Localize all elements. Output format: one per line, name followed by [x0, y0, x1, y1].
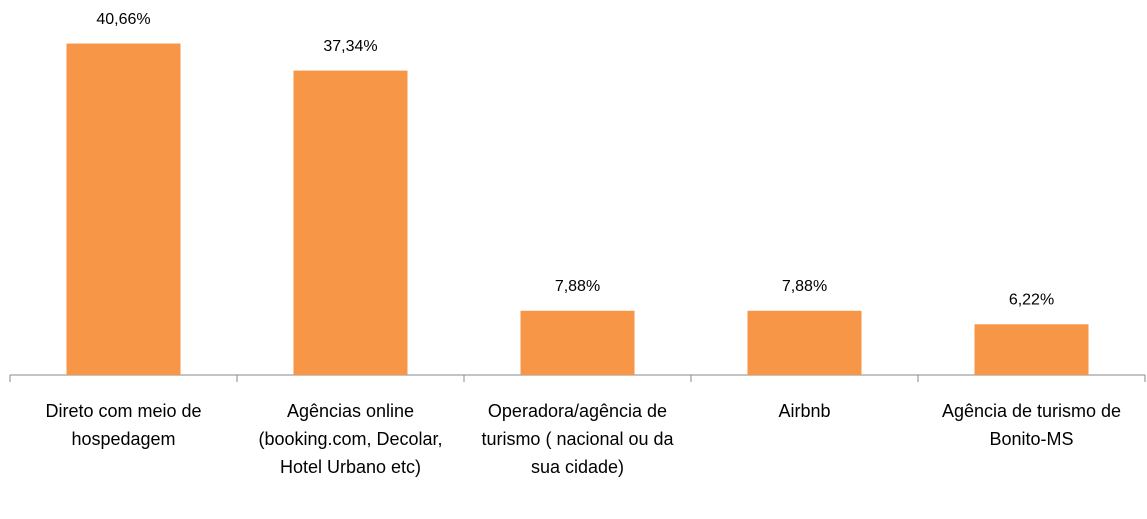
- bar: [520, 310, 635, 375]
- bar: [293, 70, 408, 375]
- x-tick-label: Airbnb: [778, 401, 831, 421]
- bar: [747, 310, 862, 375]
- data-label: 7,88%: [555, 278, 600, 295]
- data-label: 40,66%: [96, 11, 150, 28]
- x-tick-label: Agências online (booking.com, Decolar, H…: [258, 401, 443, 477]
- data-label: 6,22%: [1009, 292, 1054, 309]
- data-label: 37,34%: [323, 38, 377, 55]
- bar: [66, 43, 181, 376]
- x-tick-label: Direto com meio de hospedagem: [45, 401, 202, 449]
- data-label: 7,88%: [782, 278, 827, 295]
- bar: [974, 324, 1089, 375]
- x-tick-label: Operadora/agência de turismo ( nacional …: [481, 401, 674, 477]
- x-tick-label: Agência de turismo de Bonito-MS: [941, 401, 1122, 449]
